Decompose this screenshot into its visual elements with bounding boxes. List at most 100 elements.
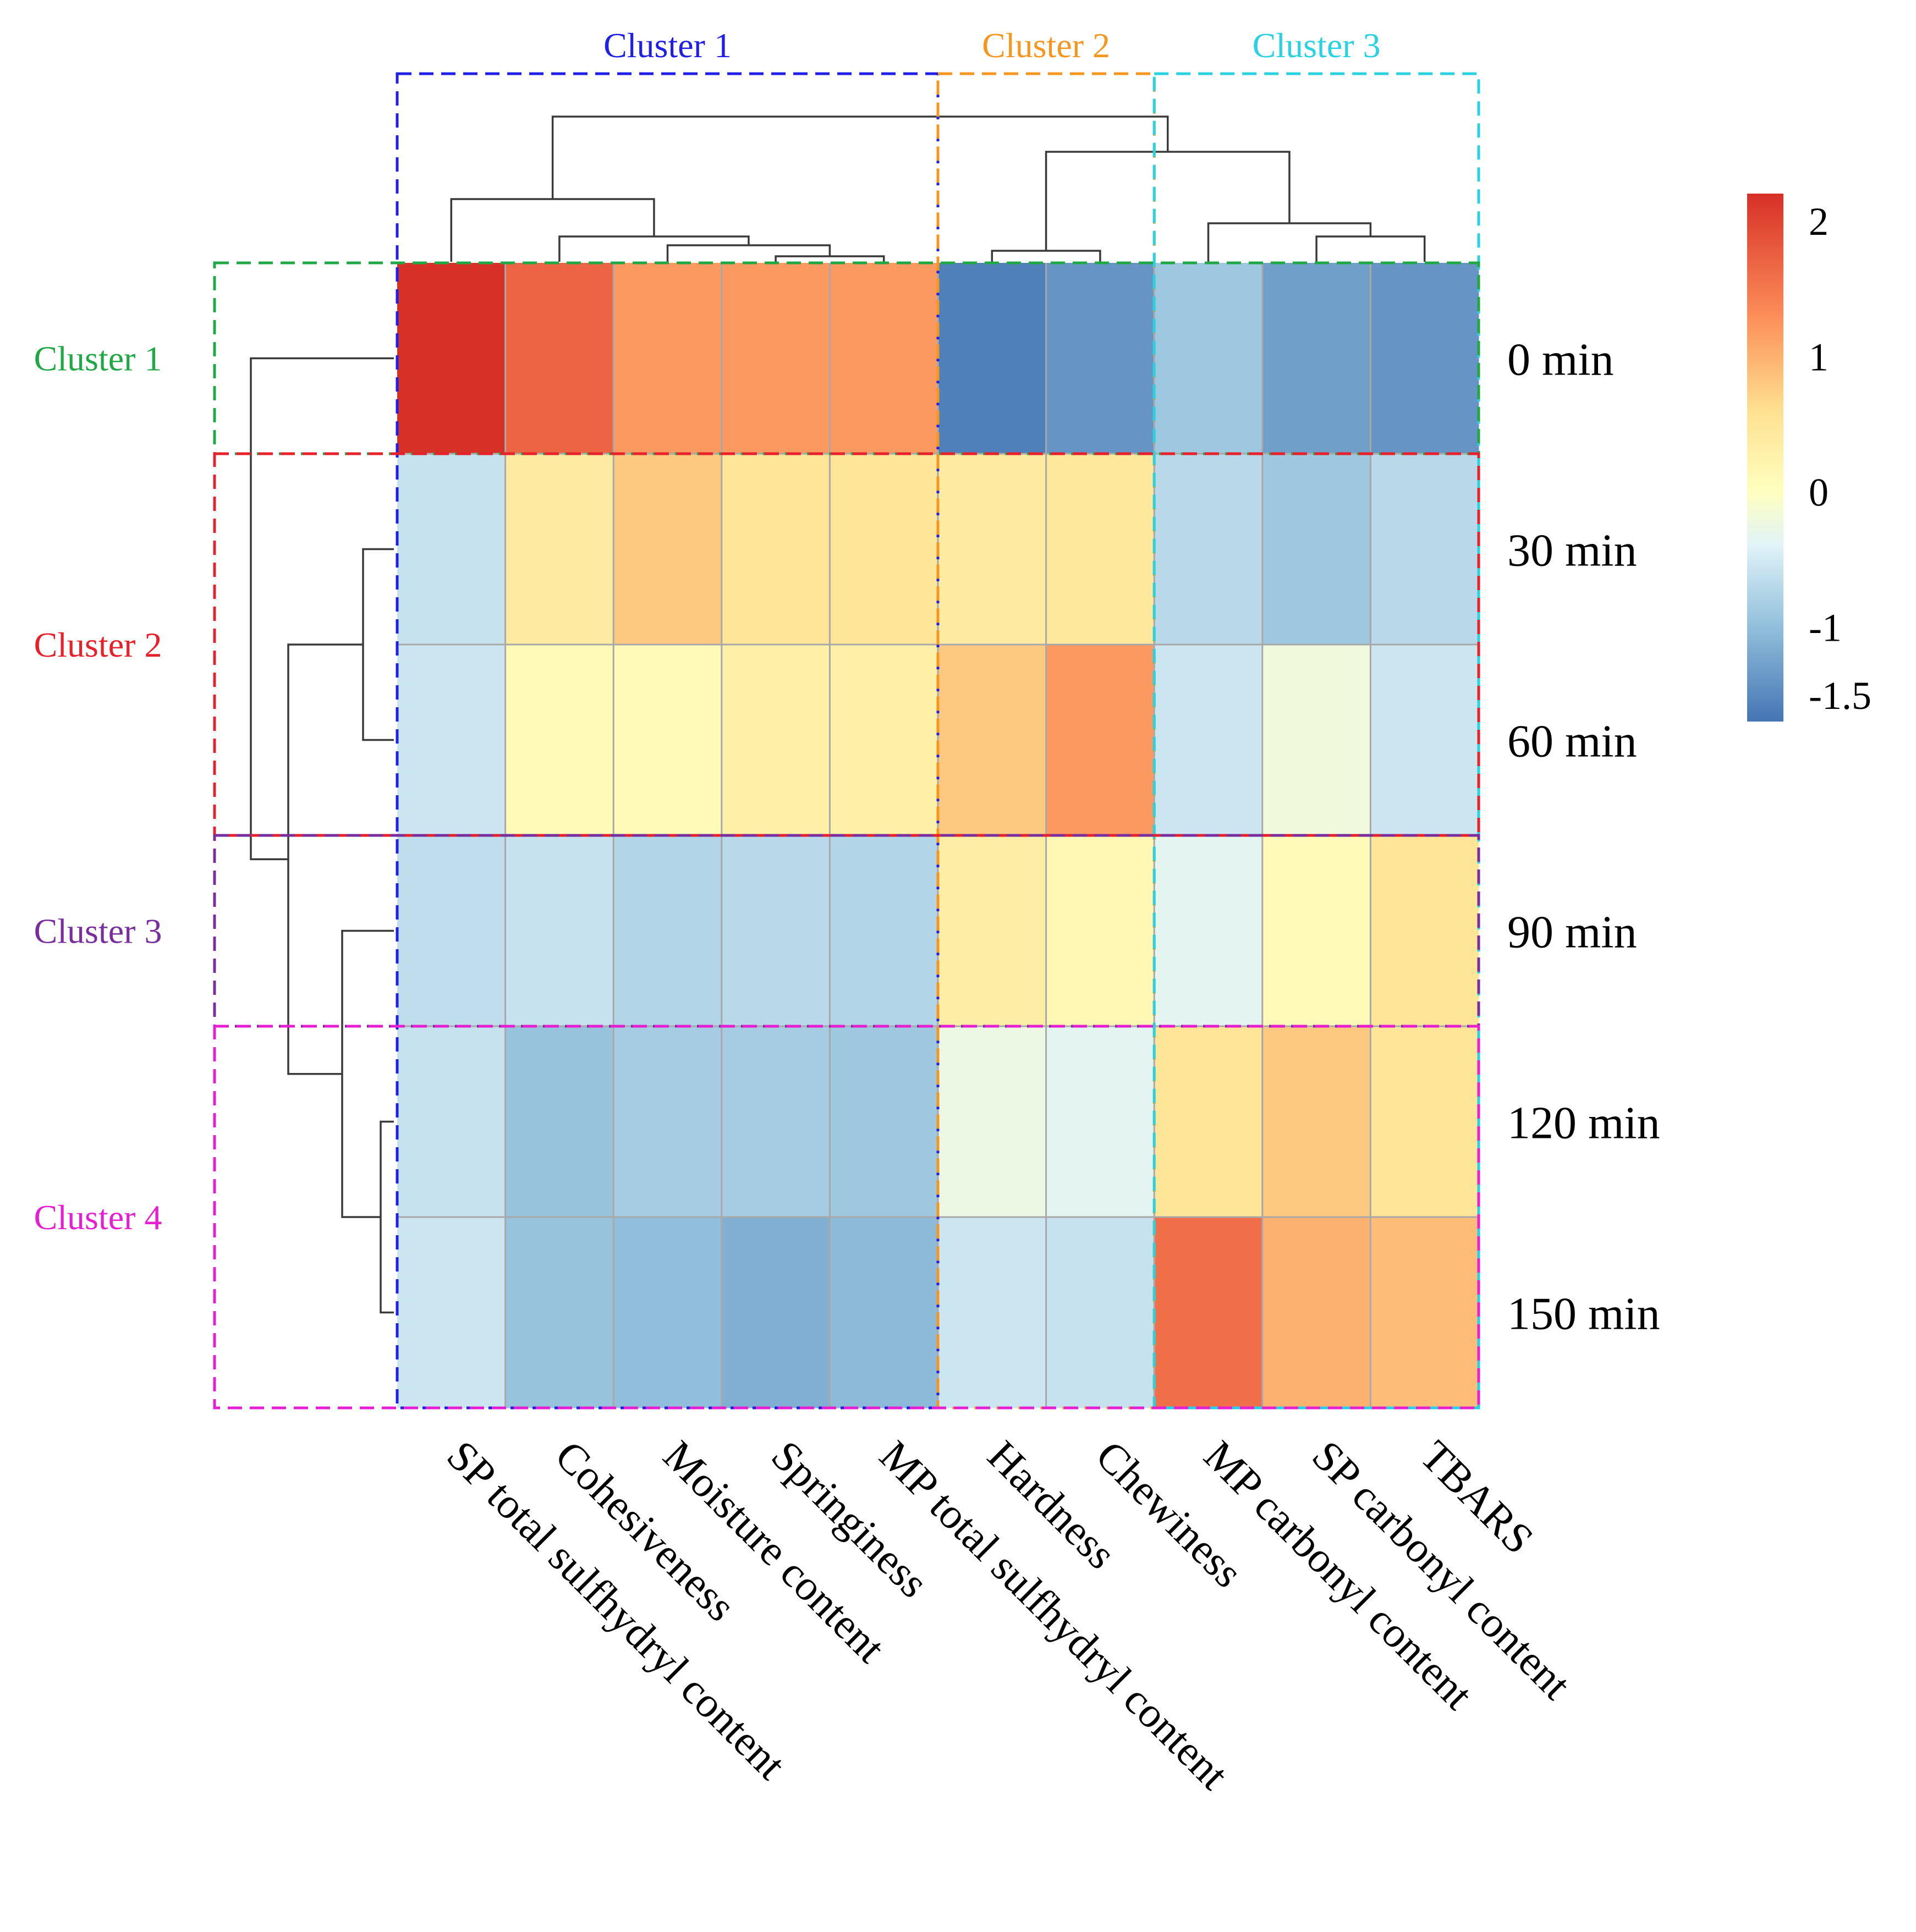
dendrogram-branch [1045, 151, 1291, 251]
color-scale-tick-label: -1.5 [1809, 674, 1871, 718]
heatmap-cell [613, 1026, 722, 1218]
row-cluster-label: Cluster 2 [34, 625, 162, 664]
heatmap-cell [1046, 835, 1155, 1027]
dendrogram-branch [450, 198, 655, 262]
heatmap-cell [613, 263, 722, 454]
column-cluster-box [396, 72, 940, 1410]
heatmap-cell [1154, 454, 1263, 645]
heatmap-cell [1046, 454, 1155, 645]
heatmap-cell [1154, 263, 1263, 454]
heatmap-cell [505, 835, 614, 1027]
cluster-labels: Cluster 1 Cluster 2 Cluster 3 Cluster 1 Clus… [34, 26, 1381, 1237]
dendrogram-branch [380, 1120, 394, 1314]
row-label: 30 min [1507, 525, 1637, 576]
heatmap-cell [613, 645, 722, 836]
row-label: 150 min [1507, 1289, 1660, 1340]
heatmap-cell [1370, 263, 1479, 454]
heatmap-cell [830, 1026, 938, 1218]
heatmap-cell [1046, 263, 1155, 454]
row-cluster-box [213, 452, 1480, 837]
heatmap-cell [721, 1026, 830, 1218]
heatmap-cell [938, 645, 1047, 836]
heatmap-cell [1154, 1217, 1263, 1408]
heatmap-cell [505, 1217, 614, 1408]
heatmap-cell [397, 1217, 506, 1408]
dendrogram-branch [287, 643, 363, 1075]
heatmap-cell [830, 454, 938, 645]
heatmap-cell [1046, 1217, 1155, 1408]
row-label: 60 min [1507, 716, 1637, 767]
color-scale-bar [1747, 194, 1783, 722]
dendrogram-branch [1315, 235, 1426, 262]
heatmap-cell [613, 1217, 722, 1408]
heatmap-cell [938, 835, 1047, 1027]
heatmap-cell [505, 454, 614, 645]
heatmap-cell [505, 1026, 614, 1218]
dendrogram-branch [362, 548, 394, 741]
heatmap-cell [721, 454, 830, 645]
heatmap-cell [505, 645, 614, 836]
heatmap-cell [938, 1026, 1047, 1218]
heatmap-cell [1262, 1217, 1371, 1408]
heatmap-cell [1154, 835, 1263, 1027]
heatmap-cell [1046, 1026, 1155, 1218]
heatmap-cell [1370, 835, 1479, 1027]
heatmap-cell [938, 1217, 1047, 1408]
heatmap-cell [830, 835, 938, 1027]
dendrogram-branch [991, 250, 1101, 262]
heatmap-cell [397, 645, 506, 836]
row-label: 90 min [1507, 907, 1637, 958]
heatmap-cell [721, 1217, 830, 1408]
heatmap-cell [830, 645, 938, 836]
dendrogram-branch [775, 255, 885, 262]
heatmap-cell [613, 454, 722, 645]
row-cluster-label: Cluster 3 [34, 912, 162, 951]
heatmap-cell [397, 263, 506, 454]
color-scale-tick-label: 0 [1809, 471, 1829, 515]
dendrogram-branch [551, 115, 1169, 199]
heatmap-cell [938, 263, 1047, 454]
heatmap-cell [1370, 1026, 1479, 1218]
dendrogram-branch [666, 244, 831, 262]
dendrogram-branch [558, 235, 750, 262]
heatmap-cells [397, 263, 1479, 1408]
color-scale-tick-label: 1 [1809, 335, 1829, 379]
heatmap-cell [1046, 645, 1155, 836]
column-labels: SP total sulfhydryl contentCohesivenessM… [438, 1432, 1580, 1799]
heatmap-cell [721, 263, 830, 454]
heatmap-cell [397, 1026, 506, 1218]
dendrograms [250, 115, 1426, 1314]
dendrogram-branch [250, 357, 394, 861]
heatmap-cell [1370, 645, 1479, 836]
heatmap-cell [613, 835, 722, 1027]
heatmap-cell [830, 263, 938, 454]
heatmap-cell [721, 645, 830, 836]
heatmap-cell [1262, 645, 1371, 836]
heatmap-cell [1370, 454, 1479, 645]
heatmap-cell [397, 454, 506, 645]
heatmap-cell [505, 263, 614, 454]
row-cluster-box [213, 1025, 1480, 1410]
color-scale-legend: 2 1 0 -1 -1.5 [1747, 194, 1871, 722]
heatmap-cell [1154, 645, 1263, 836]
row-cluster-label: Cluster 4 [34, 1198, 162, 1237]
heatmap-cell [1262, 454, 1371, 645]
heatmap-cell [938, 454, 1047, 645]
heatmap-cell [721, 835, 830, 1027]
dendrogram-branch [341, 929, 394, 1218]
heatmap-cell [830, 1217, 938, 1408]
column-cluster-label: Cluster 2 [982, 26, 1110, 65]
row-label: 120 min [1507, 1098, 1660, 1149]
dendrogram-branch [1207, 222, 1372, 262]
column-cluster-label: Cluster 1 [603, 26, 732, 65]
heatmap-cell [1154, 1026, 1263, 1218]
heatmap-cell [1262, 835, 1371, 1027]
heatmap-cell [397, 835, 506, 1027]
heatmap-cell [1262, 1026, 1371, 1218]
column-cluster-label: Cluster 3 [1253, 26, 1381, 65]
row-label: 0 min [1507, 334, 1614, 386]
color-scale-tick-label: -1 [1809, 606, 1842, 650]
cluster-boxes [213, 72, 1480, 1410]
heatmap-cell [1370, 1217, 1479, 1408]
